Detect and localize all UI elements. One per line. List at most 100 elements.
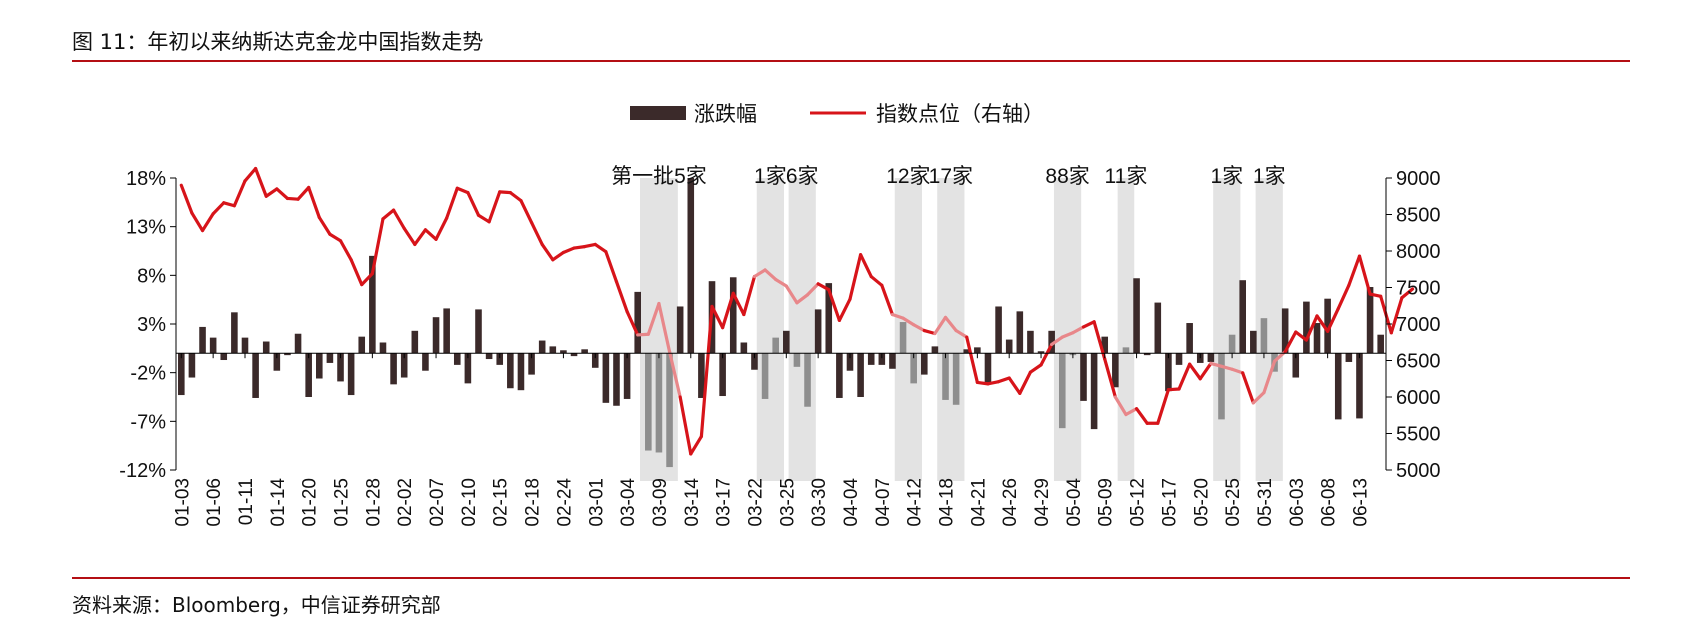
index-line-segment xyxy=(1113,395,1128,417)
event-band xyxy=(1117,178,1135,481)
index-line-segment xyxy=(413,228,428,247)
change-bar xyxy=(453,353,461,365)
chart-area: 18% 13% 8% 3% -2% -7% -12% 9000 8500 8000 7500 7000… xyxy=(119,103,1440,527)
index-line-segment xyxy=(551,250,566,262)
index-line-segment xyxy=(243,166,258,183)
index-line-segment xyxy=(296,185,311,201)
index-line-segment xyxy=(731,291,746,317)
change-bar xyxy=(1218,353,1225,420)
change-bar xyxy=(645,353,652,451)
index-line-segment xyxy=(795,293,810,305)
change-bar xyxy=(952,353,960,405)
axes: 18% 13% 8% 3% -2% -7% -12% 9000 8500 8000 7500 7000… xyxy=(119,168,1440,527)
x-tick-label: 06-13 xyxy=(1350,478,1371,527)
x-tick-label: 01-14 xyxy=(268,478,289,527)
change-bar xyxy=(1292,353,1300,378)
change-bar xyxy=(1324,298,1331,354)
change-bar xyxy=(878,353,886,365)
index-line-segment xyxy=(1304,314,1319,342)
index-line-segment xyxy=(434,216,449,241)
index-line-segment xyxy=(211,201,226,216)
index-line-segment xyxy=(805,282,820,297)
index-line-segment xyxy=(572,245,587,250)
change-bar xyxy=(889,353,896,369)
change-bar xyxy=(591,353,599,368)
event-band-label: 88家 xyxy=(1045,165,1089,188)
change-bar xyxy=(1154,302,1162,354)
index-line-segment xyxy=(498,190,512,195)
change-bar xyxy=(241,337,249,354)
change-bar xyxy=(1366,287,1374,354)
index-line-segment xyxy=(1219,364,1234,371)
change-bar xyxy=(231,312,238,354)
index-line-segment xyxy=(1103,357,1117,399)
index-line-segment xyxy=(423,228,438,241)
change-bar xyxy=(369,255,376,354)
change-bar xyxy=(443,308,450,354)
x-tick-label: 05-04 xyxy=(1064,478,1085,527)
x-tick-label: 04-18 xyxy=(937,478,958,527)
index-line-segment xyxy=(1039,342,1054,367)
event-band-label: 1家 xyxy=(1253,165,1286,188)
x-tick-label: 04-21 xyxy=(968,478,989,527)
x-tick-label: 06-08 xyxy=(1319,478,1340,527)
y-right-tick-label: 6000 xyxy=(1396,387,1441,409)
index-line-segment xyxy=(975,380,990,386)
change-bar xyxy=(846,353,854,371)
change-bar xyxy=(920,353,928,375)
change-bar xyxy=(1345,353,1353,362)
change-bar xyxy=(1356,353,1363,419)
event-band-label: 6家 xyxy=(786,165,819,188)
y-left-tick-label: 8% xyxy=(137,265,166,287)
index-line-segment xyxy=(827,288,841,322)
index-line-segment xyxy=(529,220,544,247)
index-line-segment xyxy=(519,199,534,225)
change-bar xyxy=(1016,311,1024,354)
index-line-segment xyxy=(636,332,650,337)
change-bar xyxy=(825,283,833,354)
index-line-segment xyxy=(1134,407,1149,425)
index-line-segment xyxy=(986,380,1001,386)
change-bar xyxy=(1377,334,1384,354)
change-bar xyxy=(772,337,779,354)
index-line-segment xyxy=(1081,320,1096,329)
change-bar xyxy=(793,353,801,367)
index-line-segment xyxy=(254,166,268,198)
event-band xyxy=(1213,178,1241,481)
index-line-segment xyxy=(943,315,958,333)
change-bar xyxy=(687,178,695,354)
index-line-segment xyxy=(646,301,661,336)
index-line-segment xyxy=(996,376,1011,384)
change-bar xyxy=(666,353,673,468)
index-line-segment xyxy=(561,246,576,255)
y-right-tick-label: 9000 xyxy=(1396,168,1441,190)
change-bar xyxy=(1005,339,1013,354)
change-bar xyxy=(910,353,917,384)
change-bar xyxy=(262,341,270,354)
index-line-segment xyxy=(317,215,332,236)
change-bar xyxy=(1313,323,1321,354)
index-line-segment xyxy=(1389,296,1404,335)
change-bar xyxy=(602,353,610,403)
x-tick-label: 02-18 xyxy=(523,478,544,527)
index-line-segment xyxy=(445,186,459,220)
change-bar xyxy=(836,353,843,398)
index-line-segment xyxy=(933,315,948,336)
index-line-segment xyxy=(625,309,640,337)
event-band xyxy=(1255,178,1283,481)
index-line-segment xyxy=(848,253,863,301)
index-line-segment xyxy=(1124,407,1139,417)
change-bar xyxy=(390,353,397,385)
change-bar xyxy=(485,353,493,360)
x-tick-label: 04-29 xyxy=(1032,478,1053,527)
index-line-segment xyxy=(667,350,682,399)
index-line-segment xyxy=(466,191,481,217)
change-bar xyxy=(1303,301,1310,354)
x-tick-label: 05-12 xyxy=(1128,478,1149,527)
index-line-segment xyxy=(614,280,629,314)
x-tick-label: 02-15 xyxy=(491,478,512,527)
index-line-segment xyxy=(752,268,767,279)
index-line-segment xyxy=(370,217,385,276)
event-band-label: 第一批5家 xyxy=(611,165,707,188)
